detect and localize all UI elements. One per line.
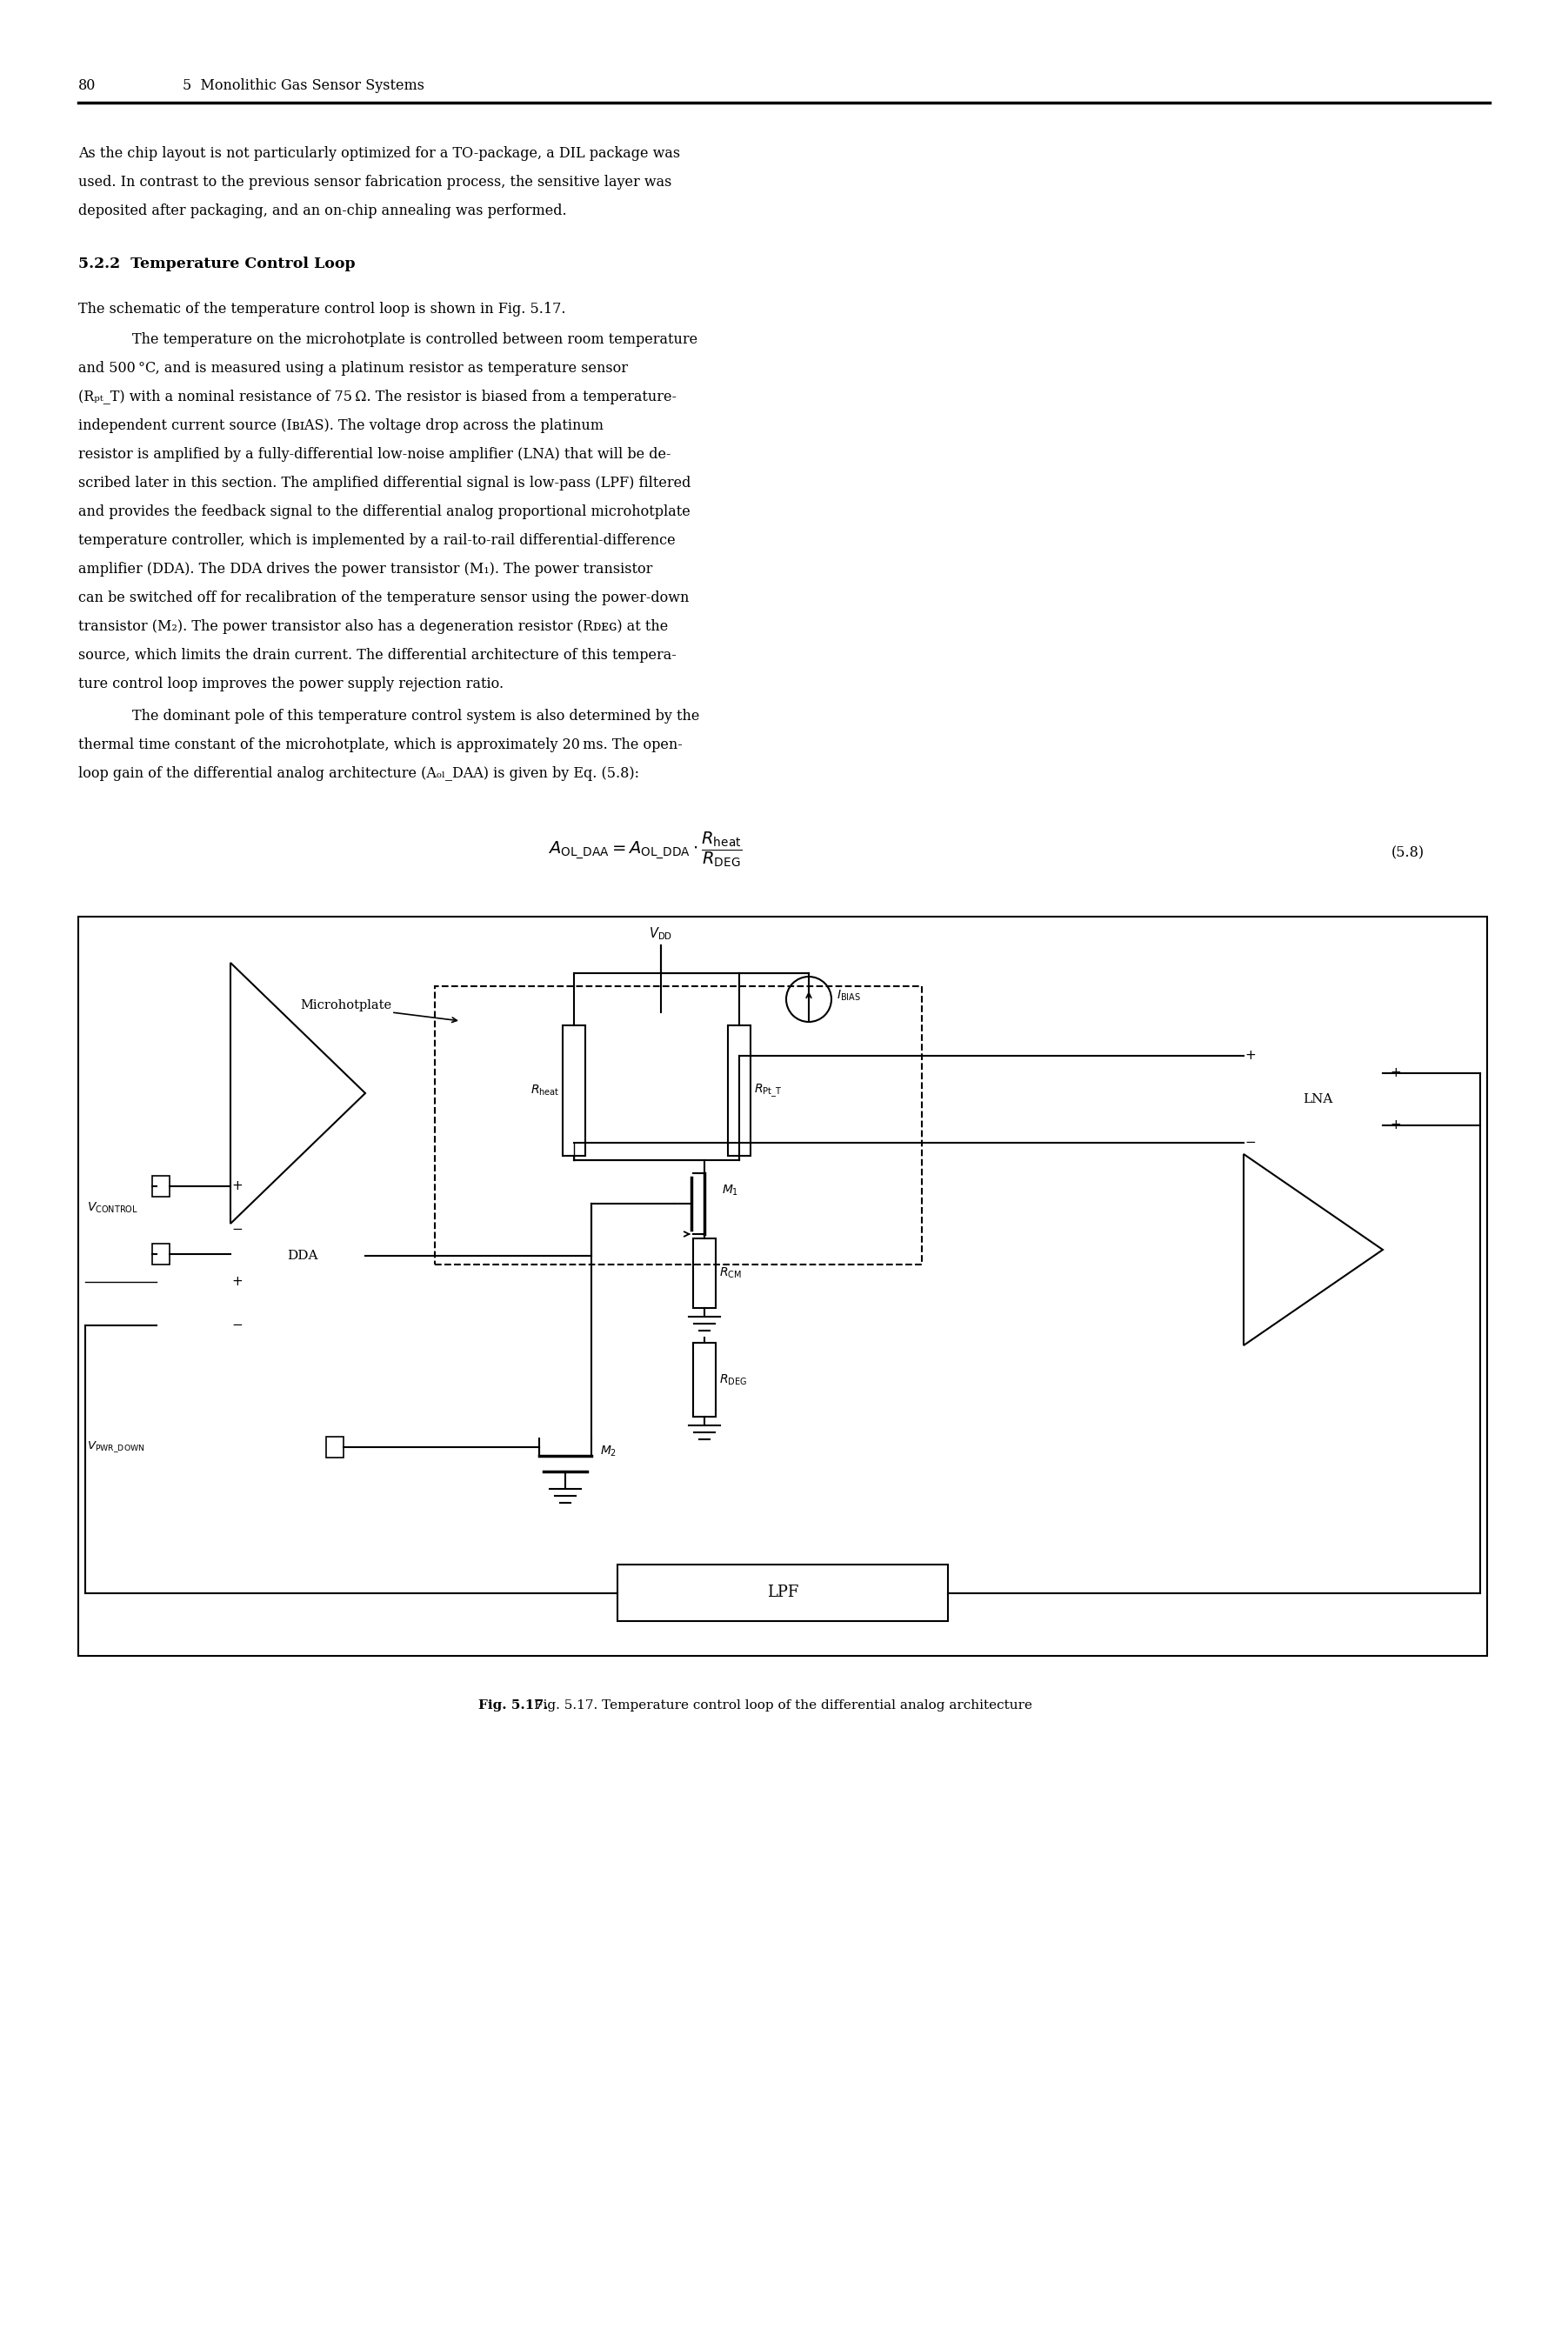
Text: Microhotplate: Microhotplate <box>299 998 392 1012</box>
Text: transistor (M₂). The power transistor also has a degeneration resistor (Rᴅᴇɢ) at: transistor (M₂). The power transistor al… <box>78 620 668 634</box>
Text: used. In contrast to the previous sensor fabrication process, the sensitive laye: used. In contrast to the previous sensor… <box>78 174 671 190</box>
Text: $M_1$: $M_1$ <box>721 1184 739 1198</box>
Text: thermal time constant of the microhotplate, which is approximately 20 ms. The op: thermal time constant of the microhotpla… <box>78 738 682 752</box>
Bar <box>693 1238 715 1308</box>
Text: $R_{\mathrm{Pt\_T}}$: $R_{\mathrm{Pt\_T}}$ <box>754 1083 782 1099</box>
Text: (Rₚₜ_T) with a nominal resistance of 75 Ω. The resistor is biased from a tempera: (Rₚₜ_T) with a nominal resistance of 75 … <box>78 390 677 404</box>
Text: +: + <box>1245 1050 1256 1062</box>
Text: and provides the feedback signal to the differential analog proportional microho: and provides the feedback signal to the … <box>78 505 690 519</box>
Text: $V_{\mathrm{PWR\_DOWN}}$: $V_{\mathrm{PWR\_DOWN}}$ <box>86 1440 144 1454</box>
Text: +: + <box>232 1179 243 1193</box>
Text: LPF: LPF <box>767 1586 798 1600</box>
Bar <box>78 916 1486 1656</box>
Text: As the chip layout is not particularly optimized for a TO-package, a DIL package: As the chip layout is not particularly o… <box>78 146 681 160</box>
Bar <box>152 1243 169 1264</box>
Text: $R_{\mathrm{DEG}}$: $R_{\mathrm{DEG}}$ <box>720 1372 746 1386</box>
Text: −: − <box>1245 1137 1256 1149</box>
Text: $R_{\mathrm{heat}}$: $R_{\mathrm{heat}}$ <box>530 1083 560 1097</box>
Text: loop gain of the differential analog architecture (Aₒₗ_DAA) is given by Eq. (5.8: loop gain of the differential analog arc… <box>78 766 640 780</box>
Text: The schematic of the temperature control loop is shown in Fig. 5.17.: The schematic of the temperature control… <box>78 301 566 317</box>
Text: The temperature on the microhotplate is controlled between room temperature: The temperature on the microhotplate is … <box>132 331 698 348</box>
Text: 80: 80 <box>78 78 96 94</box>
Bar <box>434 987 922 1264</box>
Text: temperature controller, which is implemented by a rail-to-rail differential-diff: temperature controller, which is impleme… <box>78 533 676 547</box>
Text: scribed later in this section. The amplified differential signal is low-pass (LP: scribed later in this section. The ampli… <box>78 477 691 491</box>
Text: +: + <box>1389 1066 1400 1081</box>
Text: (5.8): (5.8) <box>1391 846 1425 860</box>
Bar <box>728 1027 751 1156</box>
Text: $I_{\mathrm{BIAS}}$: $I_{\mathrm{BIAS}}$ <box>837 989 861 1003</box>
Bar <box>618 1564 949 1621</box>
Bar <box>326 1438 343 1459</box>
Text: The dominant pole of this temperature control system is also determined by the: The dominant pole of this temperature co… <box>132 709 699 723</box>
Text: −: − <box>232 1224 243 1236</box>
Text: Fig. 5.17.: Fig. 5.17. <box>478 1698 549 1712</box>
Text: and 500 °C, and is measured using a platinum resistor as temperature sensor: and 500 °C, and is measured using a plat… <box>78 362 627 376</box>
Text: resistor is amplified by a fully-differential low-noise amplifier (LNA) that wil: resistor is amplified by a fully-differe… <box>78 446 671 463</box>
Text: can be switched off for recalibration of the temperature sensor using the power-: can be switched off for recalibration of… <box>78 590 688 606</box>
Text: Fig. 5.17. Temperature control loop of the differential analog architecture: Fig. 5.17. Temperature control loop of t… <box>533 1698 1032 1712</box>
Bar <box>693 1344 715 1416</box>
Text: 5  Monolithic Gas Sensor Systems: 5 Monolithic Gas Sensor Systems <box>182 78 425 94</box>
Text: ture control loop improves the power supply rejection ratio.: ture control loop improves the power sup… <box>78 677 503 691</box>
Text: $V_{\mathrm{DD}}$: $V_{\mathrm{DD}}$ <box>649 926 673 942</box>
Text: DDA: DDA <box>287 1250 318 1261</box>
Text: −: − <box>232 1318 243 1332</box>
Text: 5.2.2  Temperature Control Loop: 5.2.2 Temperature Control Loop <box>78 256 356 272</box>
Bar <box>152 1177 169 1196</box>
Text: +: + <box>1389 1118 1400 1132</box>
Text: LNA: LNA <box>1303 1092 1333 1106</box>
Text: source, which limits the drain current. The differential architecture of this te: source, which limits the drain current. … <box>78 648 676 662</box>
Text: deposited after packaging, and an on-chip annealing was performed.: deposited after packaging, and an on-chi… <box>78 204 566 218</box>
Text: $V_{\mathrm{CONTROL}}$: $V_{\mathrm{CONTROL}}$ <box>86 1200 138 1214</box>
Bar <box>563 1027 585 1156</box>
Text: $R_{\mathrm{CM}}$: $R_{\mathrm{CM}}$ <box>720 1266 742 1280</box>
Text: +: + <box>232 1276 243 1290</box>
Text: independent current source (IʙɪAS). The voltage drop across the platinum: independent current source (IʙɪAS). The … <box>78 418 604 432</box>
Text: $M_2$: $M_2$ <box>601 1445 616 1459</box>
Text: amplifier (DDA). The DDA drives the power transistor (M₁). The power transistor: amplifier (DDA). The DDA drives the powe… <box>78 561 652 576</box>
Text: $A_{\mathrm{OL\_DAA}} = A_{\mathrm{OL\_DDA}} \cdot \dfrac{R_{\mathrm{heat}}}{R_{: $A_{\mathrm{OL\_DAA}} = A_{\mathrm{OL\_D… <box>547 829 742 869</box>
